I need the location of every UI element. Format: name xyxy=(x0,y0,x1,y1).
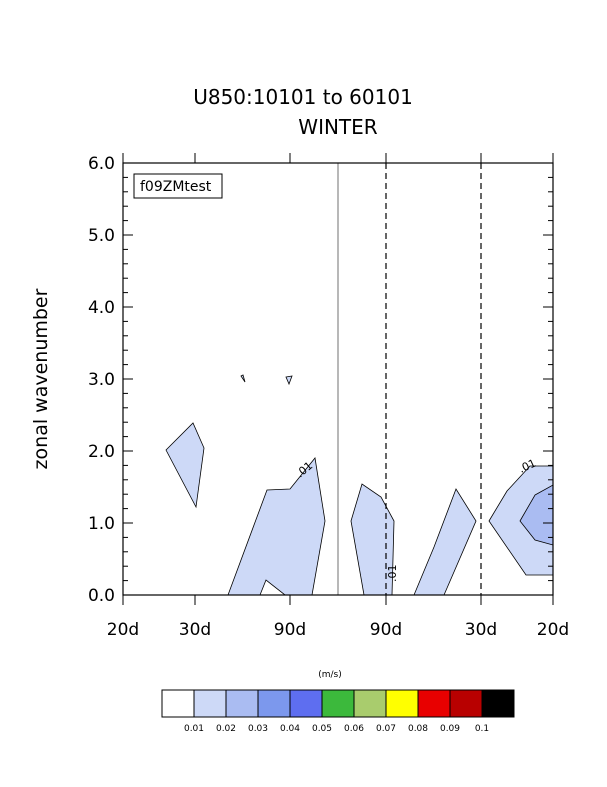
colorbar-swatch xyxy=(257,689,291,718)
case-label-box xyxy=(133,173,223,199)
colorbar-swatch xyxy=(161,689,195,718)
contour-label: .01 xyxy=(386,565,399,583)
y-axis-label: zonal wavenumber xyxy=(30,288,52,469)
y-tick-label: 0.0 xyxy=(88,586,115,606)
contour-region xyxy=(413,488,477,596)
colorbar-label: 0.04 xyxy=(280,724,300,734)
colorbar-label: 0.06 xyxy=(344,724,364,734)
case-label: f09ZMtest xyxy=(140,179,212,195)
y-tick-label: 1.0 xyxy=(88,514,115,534)
contour-region xyxy=(227,457,326,596)
x-tick-label: 20d xyxy=(537,620,569,640)
x-tick-label: 20d xyxy=(107,620,139,640)
colorbar-label: 0.09 xyxy=(440,724,460,734)
contour-fills xyxy=(165,374,554,596)
contour-region xyxy=(285,375,293,386)
chart-title: U850:10101 to 60101 xyxy=(193,85,413,109)
y-tick-label: 2.0 xyxy=(88,442,115,462)
colorbar-swatch xyxy=(353,689,387,718)
x-tick-label: 30d xyxy=(465,620,497,640)
colorbar-label: 0.08 xyxy=(408,724,428,734)
colorbar-label: 0.01 xyxy=(184,724,204,734)
y-tick-label: 6.0 xyxy=(88,154,115,174)
x-axis-ticks: 20d 30d 90d 90d 30d 20d xyxy=(107,153,569,640)
contour-region-inner xyxy=(519,484,554,546)
colorbar: 0.01 0.02 0.03 0.04 0.05 0.06 0.07 0.08 0.09 0.1 xyxy=(161,689,515,734)
contour-region xyxy=(240,374,246,383)
colorbar-label: 0.07 xyxy=(376,724,396,734)
colorbar-swatch xyxy=(321,689,355,718)
y-axis-ticks: 0.0 1.0 2.0 3.0 4.0 5.0 6.0 xyxy=(88,154,553,606)
colorbar-swatch xyxy=(193,689,227,718)
x-tick-label: 90d xyxy=(370,620,402,640)
colorbar-swatch xyxy=(225,689,259,718)
colorbar-swatch xyxy=(385,689,419,718)
chart-subtitle: WINTER xyxy=(298,115,377,139)
contour-region xyxy=(165,422,205,509)
y-tick-label: 3.0 xyxy=(88,370,115,390)
colorbar-swatch xyxy=(289,689,323,718)
y-tick-label: 5.0 xyxy=(88,226,115,246)
x-tick-label: 30d xyxy=(179,620,211,640)
units-label: (m/s) xyxy=(318,670,342,680)
colorbar-swatch xyxy=(417,689,451,718)
colorbar-label: 0.1 xyxy=(475,724,489,734)
x-tick-label: 90d xyxy=(274,620,306,640)
colorbar-swatch xyxy=(449,689,483,718)
colorbar-label: 0.02 xyxy=(216,724,236,734)
colorbar-label: 0.05 xyxy=(312,724,332,734)
colorbar-swatch xyxy=(481,689,515,718)
colorbar-label: 0.03 xyxy=(248,724,268,734)
y-tick-label: 4.0 xyxy=(88,298,115,318)
